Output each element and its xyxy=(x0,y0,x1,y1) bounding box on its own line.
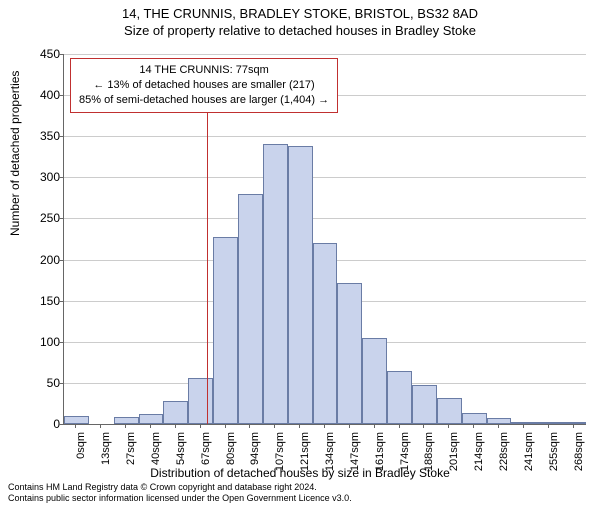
grid-line xyxy=(64,218,586,219)
y-tick-label: 400 xyxy=(24,88,60,102)
marker-line xyxy=(207,62,208,424)
x-tick-mark xyxy=(399,424,400,428)
bar xyxy=(536,422,561,424)
chart-container: 14, THE CRUNNIS, BRADLEY STOKE, BRISTOL,… xyxy=(0,6,600,506)
bar xyxy=(313,243,338,424)
bar xyxy=(387,371,412,424)
x-axis-title: Distribution of detached houses by size … xyxy=(0,466,600,480)
y-tick-label: 250 xyxy=(24,211,60,225)
grid-line xyxy=(64,54,586,55)
y-axis-title: Number of detached properties xyxy=(8,71,22,236)
x-tick-mark xyxy=(523,424,524,428)
x-tick-mark xyxy=(175,424,176,428)
x-tick-mark xyxy=(125,424,126,428)
x-tick-mark xyxy=(423,424,424,428)
bar xyxy=(362,338,387,424)
bar xyxy=(337,283,362,424)
bar xyxy=(64,416,89,424)
annotation-box: 14 THE CRUNNIS: 77sqm ← 13% of detached … xyxy=(70,58,338,113)
y-tick-label: 50 xyxy=(24,376,60,390)
x-tick-mark xyxy=(299,424,300,428)
x-tick-mark xyxy=(349,424,350,428)
x-tick-mark xyxy=(324,424,325,428)
x-tick-mark xyxy=(75,424,76,428)
annotation-line1: 14 THE CRUNNIS: 77sqm xyxy=(79,63,329,78)
bar xyxy=(462,413,487,425)
y-tick-label: 100 xyxy=(24,335,60,349)
footer-line1: Contains HM Land Registry data © Crown c… xyxy=(8,482,352,493)
x-tick-mark xyxy=(548,424,549,428)
x-tick-mark xyxy=(249,424,250,428)
y-tick-label: 200 xyxy=(24,253,60,267)
y-tick-label: 450 xyxy=(24,47,60,61)
bar xyxy=(437,398,462,424)
bar xyxy=(288,146,313,424)
y-tick-label: 300 xyxy=(24,170,60,184)
bar xyxy=(188,378,213,424)
y-tick-label: 150 xyxy=(24,294,60,308)
x-tick-mark xyxy=(448,424,449,428)
bar xyxy=(412,385,437,424)
bar xyxy=(238,194,263,424)
x-tick-mark xyxy=(473,424,474,428)
bar xyxy=(561,422,586,424)
x-tick-mark xyxy=(374,424,375,428)
x-tick-mark xyxy=(573,424,574,428)
bar xyxy=(511,422,536,424)
footer: Contains HM Land Registry data © Crown c… xyxy=(8,482,352,504)
x-tick-mark xyxy=(225,424,226,428)
title-sub: Size of property relative to detached ho… xyxy=(0,23,600,38)
annotation-line2: ← 13% of detached houses are smaller (21… xyxy=(79,78,329,93)
grid-line xyxy=(64,136,586,137)
bar xyxy=(139,414,164,424)
x-tick-mark xyxy=(100,424,101,428)
bar xyxy=(263,144,288,424)
x-tick-mark xyxy=(274,424,275,428)
x-tick-mark xyxy=(150,424,151,428)
grid-line xyxy=(64,177,586,178)
bar xyxy=(213,237,238,424)
bar xyxy=(163,401,188,424)
title-main: 14, THE CRUNNIS, BRADLEY STOKE, BRISTOL,… xyxy=(0,6,600,21)
x-tick-mark xyxy=(498,424,499,428)
x-tick-mark xyxy=(200,424,201,428)
plot-area: 14 THE CRUNNIS: 77sqm ← 13% of detached … xyxy=(63,54,586,425)
footer-line2: Contains public sector information licen… xyxy=(8,493,352,504)
annotation-line3: 85% of semi-detached houses are larger (… xyxy=(79,93,329,108)
y-tick-label: 0 xyxy=(24,417,60,431)
y-tick-label: 350 xyxy=(24,129,60,143)
